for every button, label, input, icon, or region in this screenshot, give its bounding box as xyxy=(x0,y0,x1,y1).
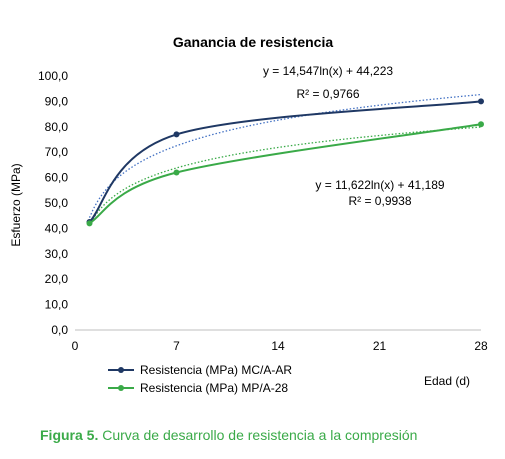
chart-axes: 0,0 10,0 20,0 30,0 40,0 50,0 60,0 70,0 80,0 90,0 1… xyxy=(38,69,488,353)
y-tick-label: 90,0 xyxy=(45,94,69,108)
x-tick-label: 7 xyxy=(173,339,180,353)
data-point xyxy=(478,98,484,105)
trendline-r2-2: R² = 0,9938 xyxy=(348,194,411,208)
y-axis-label: Esfuerzo (MPa) xyxy=(9,163,23,246)
trendline-equation-1: y = 14,547ln(x) + 44,223 xyxy=(263,64,393,78)
data-point xyxy=(478,121,484,128)
data-series xyxy=(86,98,484,227)
y-tick-label: 50,0 xyxy=(45,196,69,210)
data-point xyxy=(86,220,93,227)
x-tick-label: 0 xyxy=(72,339,79,353)
figure-caption: Figura 5. Curva de desarrollo de resiste… xyxy=(40,427,417,443)
x-axis-label: Edad (d) xyxy=(424,374,470,388)
y-tick-label: 40,0 xyxy=(45,221,69,235)
legend-label-1: Resistencia (MPa) MC/A-AR xyxy=(140,363,292,377)
x-tick-label: 28 xyxy=(474,339,488,353)
chart-title: Ganancia de resistencia xyxy=(173,34,334,50)
x-tick-label: 21 xyxy=(373,339,387,353)
trendline-equation-2: y = 11,622ln(x) + 41,189 xyxy=(315,178,445,192)
x-tick-label: 14 xyxy=(271,339,285,353)
y-tick-label: 30,0 xyxy=(45,247,69,261)
trendlines xyxy=(88,93,482,226)
legend-label-2: Resistencia (MPa) MP/A-28 xyxy=(140,381,288,395)
strength-chart: Ganancia de resistencia 0,0 10,0 20,0 30,0 4… xyxy=(9,34,488,395)
y-tick-label: 100,0 xyxy=(38,69,68,83)
legend-marker-1 xyxy=(118,367,124,373)
data-point xyxy=(173,131,180,138)
y-tick-label: 20,0 xyxy=(45,272,69,286)
y-tick-label: 0,0 xyxy=(51,323,68,337)
y-tick-label: 60,0 xyxy=(45,171,69,185)
data-point xyxy=(173,169,180,176)
legend: Resistencia (MPa) MC/A-AR Resistencia (MP… xyxy=(108,363,292,395)
y-tick-label: 10,0 xyxy=(45,298,69,312)
y-tick-label: 70,0 xyxy=(45,145,69,159)
series-line-2 xyxy=(88,123,482,225)
legend-marker-2 xyxy=(118,385,124,391)
trendline-equations: y = 14,547ln(x) + 44,223 R² = 0,9766 y = 1… xyxy=(263,64,445,208)
caption-label: Figura 5. xyxy=(40,427,99,443)
trendline-r2-1: R² = 0,9766 xyxy=(296,87,359,101)
trendline-2 xyxy=(88,126,482,226)
y-tick-label: 80,0 xyxy=(45,120,69,134)
trendline-1 xyxy=(88,93,482,218)
caption-text: Curva de desarrollo de resistencia a la … xyxy=(102,427,418,443)
series-line-1 xyxy=(88,100,482,223)
